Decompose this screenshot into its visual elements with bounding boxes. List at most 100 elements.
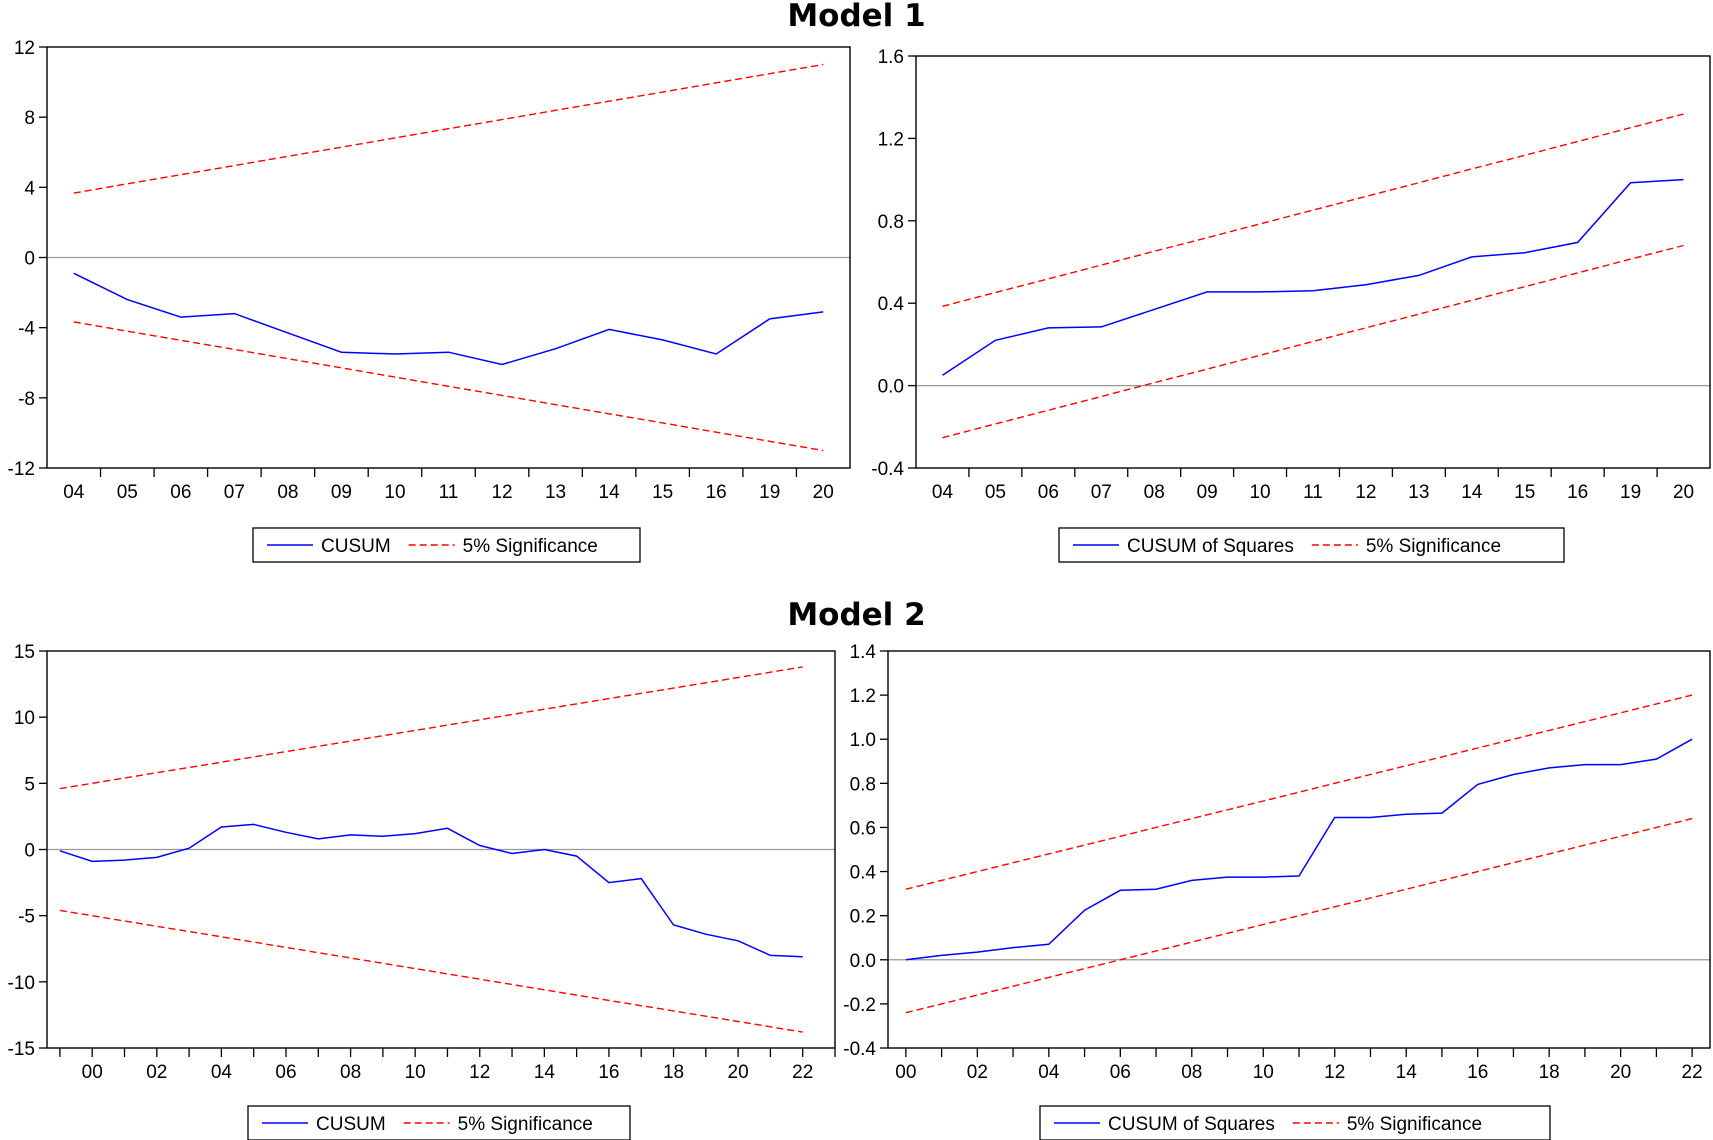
model-2-cusum-x-tick-label: 20 (728, 1062, 749, 1083)
model-1-title: Model 1 (787, 0, 926, 34)
model-2-cusum-squares-y-tick-label: 0.0 (850, 951, 876, 972)
model-1-cusum-squares-x-tick-label: 08 (1144, 482, 1165, 503)
model-2-cusum-squares-y-tick-label: 0.2 (850, 907, 876, 928)
model-1-cusum-squares-x-tick-label: 11 (1303, 482, 1323, 503)
model-1-cusum-cusum-line (73, 272, 824, 366)
model-2-cusum-x-tick-label: 00 (82, 1062, 103, 1083)
model-1-cusum-lower-significance-line (73, 321, 824, 452)
model-1-cusum-squares-y-tick-label: -0.4 (871, 459, 904, 480)
model-2-cusum-upper-significance-line (59, 666, 803, 790)
model-2-cusum-squares-plot-frame (887, 650, 1711, 1049)
model-1-cusum-x-tick-label: 12 (491, 482, 512, 503)
model-2-cusum-y-tick-label: 0 (24, 841, 35, 862)
model-1-cusum-y-tick-label: 8 (24, 108, 35, 129)
model-1-cusum-squares-x-tick-label: 04 (932, 482, 954, 503)
model-2-cusum-squares-y-tick-label: 1.0 (850, 730, 876, 751)
model-2-cusum-squares-x-tick-label: 08 (1181, 1062, 1202, 1083)
model-1-cusum-squares-panel: 04 05 06 07 08 09 10 11 12 13 14 15 16 19 20 -0.4 0.0 0.4… (871, 47, 1711, 563)
model-1-cusum-x-tick-label: 11 (439, 482, 459, 503)
model-1-cusum-y-tick-label: 0 (24, 249, 35, 270)
model-1-cusum-x-tick-label: 05 (117, 482, 138, 503)
model-2-cusum-squares-upper-significance-line (905, 694, 1693, 890)
model-2-cusum-y-tick-label: -10 (8, 973, 35, 994)
model-2-cusum-squares-legend-significance-label: 5% Significance (1347, 1114, 1482, 1135)
model-1-cusum-squares-y-tick-label: 0.8 (878, 212, 904, 233)
model-1-cusum-y-tick-label: -4 (18, 319, 35, 340)
model-1-cusum-squares-plot-frame (915, 55, 1711, 469)
model-1-cusum-squares-x-tick-label: 20 (1673, 482, 1694, 503)
model-1-cusum-squares-y-tick-label: 1.6 (878, 47, 904, 68)
model-2-cusum-squares-cusum-line (905, 738, 1693, 961)
model-2-cusum-squares-x-tick-label: 14 (1396, 1062, 1418, 1083)
model-2-cusum-squares-y-tick-label: 0.4 (850, 863, 877, 884)
model-1-cusum-squares-x-tick-label: 07 (1091, 482, 1112, 503)
model-1-cusum-squares-legend: CUSUM of Squares 5% Significance (1058, 527, 1565, 563)
model-1-cusum-squares-x-tick-label: 14 (1461, 482, 1483, 503)
model-2-cusum-x-tick-label: 16 (598, 1062, 619, 1083)
model-1-cusum-panel: 04 05 06 07 08 09 10 11 12 13 14 15 16 19 20-12-8-4048… (8, 38, 851, 563)
model-2-cusum-squares-x-tick-label: 20 (1610, 1062, 1631, 1083)
model-1-cusum-x-tick-label: 14 (599, 482, 621, 503)
model-1-cusum-squares-x-tick-label: 16 (1567, 482, 1588, 503)
model-2-cusum-y-tick-label: -5 (18, 907, 35, 928)
model-2-cusum-x-tick-label: 12 (469, 1062, 490, 1083)
model-1-cusum-legend-significance-label: 5% Significance (463, 536, 598, 557)
model-2-cusum-squares-y-tick-label: 0.8 (850, 774, 876, 795)
model-2-cusum-squares-x-tick-label: 10 (1253, 1062, 1274, 1083)
model-1-cusum-x-tick-label: 16 (706, 482, 727, 503)
model-2-cusum-plot-frame (46, 650, 836, 1049)
model-1-cusum-squares-x-tick-label: 19 (1620, 482, 1641, 503)
model-2-cusum-squares-panel: 00 02 04 06 08 10 12 14 16 18 20 22 -0.4 -0.2 0.0 0.2 0.… (843, 642, 1711, 1140)
model-2-cusum-x-tick-label: 02 (146, 1062, 167, 1083)
model-1-cusum-x-tick-label: 04 (63, 482, 85, 503)
model-2-cusum-squares-x-tick-label: 04 (1038, 1062, 1060, 1083)
model-1-cusum-legend-cusum-label: CUSUM (321, 536, 391, 557)
model-1-cusum-x-tick-label: 10 (384, 482, 405, 503)
model-2-cusum-cusum-line (59, 823, 803, 958)
model-1-cusum-squares-cusum-line (942, 178, 1684, 376)
model-1-cusum-squares-x-tick-label: 09 (1197, 482, 1218, 503)
model-2-cusum-squares-legend-cusum-label: CUSUM of Squares (1108, 1114, 1275, 1135)
model-1-cusum-x-tick-label: 06 (170, 482, 191, 503)
model-1-cusum-y-tick-label: 4 (24, 178, 35, 199)
model-2-cusum-y-tick-label: 5 (24, 774, 35, 795)
model-1-cusum-squares-x-tick-label: 10 (1249, 482, 1270, 503)
model-2-title: Model 2 (787, 597, 926, 633)
model-1-cusum-y-tick-label: -12 (8, 459, 35, 480)
model-2-cusum-legend-significance-label: 5% Significance (458, 1114, 593, 1135)
model-1-cusum-squares-y-tick-label: 1.2 (878, 129, 904, 150)
model-2-cusum-squares-legend: CUSUM of Squares 5% Significance (1039, 1105, 1551, 1140)
model-2-cusum-squares-y-tick-label: 1.2 (850, 686, 876, 707)
model-1-cusum-x-tick-label: 13 (545, 482, 566, 503)
model-1-cusum-x-tick-label: 09 (331, 482, 352, 503)
model-1-cusum-x-tick-label: 08 (277, 482, 298, 503)
model-2-cusum-x-tick-label: 04 (211, 1062, 233, 1083)
model-1-cusum-squares-x-tick-label: 15 (1514, 482, 1535, 503)
model-2-cusum-squares-x-tick-label: 22 (1682, 1062, 1703, 1083)
model-2-cusum-squares-legend-box (1039, 1105, 1551, 1140)
model-2-cusum-squares-x-tick-label: 12 (1324, 1062, 1345, 1083)
model-2-cusum-x-tick-label: 08 (340, 1062, 361, 1083)
model-2-cusum-squares-x-tick-label: 18 (1539, 1062, 1560, 1083)
model-2-cusum-x-tick-label: 06 (275, 1062, 296, 1083)
model-1-cusum-squares-x-tick-label: 06 (1038, 482, 1059, 503)
model-2-cusum-legend: CUSUM 5% Significance (247, 1105, 631, 1140)
model-2-cusum-x-tick-label: 22 (792, 1062, 813, 1083)
model-1-cusum-squares-x-tick-label: 13 (1408, 482, 1429, 503)
model-2-cusum-y-tick-label: -15 (8, 1039, 35, 1060)
model-1-cusum-squares-upper-significance-line (942, 113, 1684, 307)
model-1-cusum-squares-y-tick-label: 0.0 (878, 377, 904, 398)
model-1-cusum-squares-legend-significance-label: 5% Significance (1366, 536, 1501, 557)
model-1-cusum-upper-significance-line (73, 63, 824, 194)
model-2-cusum-squares-y-tick-label: 0.6 (850, 818, 876, 839)
model-2-cusum-x-tick-label: 18 (663, 1062, 684, 1083)
model-1-cusum-x-tick-label: 15 (652, 482, 673, 503)
model-1-cusum-legend: CUSUM 5% Significance (252, 527, 641, 563)
model-1-cusum-squares-y-tick-label: 0.4 (878, 294, 905, 315)
model-2-cusum-y-tick-label: 15 (14, 642, 35, 663)
model-1-cusum-plot-frame (46, 46, 851, 469)
model-2-cusum-squares-x-tick-label: 02 (967, 1062, 988, 1083)
model-1-cusum-x-tick-label: 20 (813, 482, 834, 503)
model-1-cusum-y-tick-label: -8 (18, 389, 35, 410)
